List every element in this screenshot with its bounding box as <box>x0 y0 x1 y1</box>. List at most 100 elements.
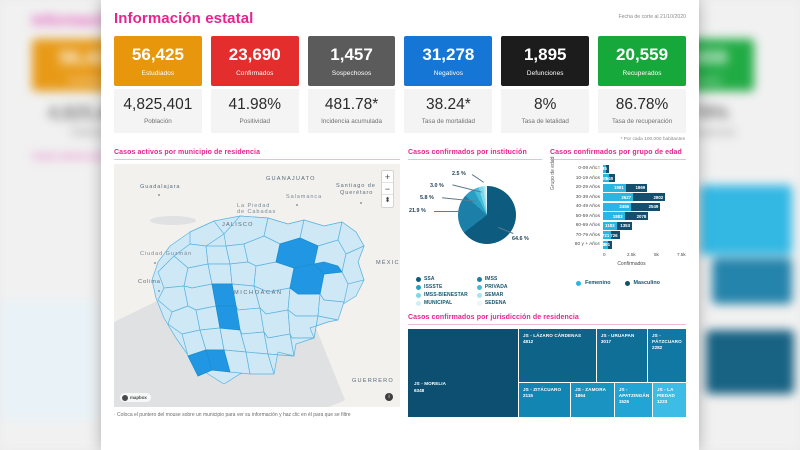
map-city-dot <box>154 262 156 264</box>
age-x-axis: 0 2.5k 5k 7.5k <box>603 252 686 260</box>
kpi-card-estudiados[interactable]: 56,425 Estudiados <box>114 36 202 86</box>
map-lake-chapala <box>150 216 196 225</box>
kpi-card-negativos[interactable]: 31,278 Negativos <box>404 36 493 86</box>
treemap-tile[interactable]: JS - URUAPAN 3017 <box>596 329 648 382</box>
mapbox-attribution[interactable]: mapbox <box>120 393 151 402</box>
bar-masculino[interactable]: 2549 <box>631 202 661 211</box>
treemap-tile[interactable]: JS - LA PIEDAD 1223 <box>652 382 686 417</box>
bar-femenino[interactable]: 398 <box>598 240 608 249</box>
map-zoom-controls[interactable]: + − ⬍ <box>381 170 394 208</box>
tile-value: 2282 <box>652 345 663 351</box>
kpi-card-recuperados[interactable]: 20,559 Recuperados <box>598 36 686 86</box>
kpi-label: Sospechosos <box>331 69 372 77</box>
bar-masculino[interactable]: 2802 <box>633 193 666 202</box>
compass-icon[interactable]: ⬍ <box>384 197 391 204</box>
legend-dot-icon <box>416 292 421 298</box>
bar-femenino[interactable]: 2455 <box>603 202 632 211</box>
bar-masculino[interactable]: 1869 <box>625 183 648 192</box>
bar-masculino[interactable]: 391 <box>603 240 613 249</box>
tile-label: JS - PÁTZCUARO <box>652 333 682 345</box>
jurisdiction-treemap[interactable]: JS - MORELIA 6348 JS - LÁZARO CÁRDENAS 48… <box>408 329 686 417</box>
age-bar-chart[interactable]: Grupo de edad 0-09 Años 208 225 10-19 Años 5… <box>550 157 686 276</box>
age-bar-row[interactable]: 20-29 Años 1991 1869 <box>565 183 686 193</box>
bar-masculino[interactable]: 726 <box>610 231 620 240</box>
zoom-out-icon[interactable]: − <box>382 183 393 195</box>
legend-item-imss-bienestar[interactable]: IMSS-BIENESTAR <box>416 292 468 298</box>
metric-label: Tasa de recuperación <box>611 118 673 126</box>
tile-value: 2115 <box>523 393 533 399</box>
legend-item-imss[interactable]: IMSS <box>476 276 508 282</box>
bar-masculino[interactable]: 1353 <box>616 221 633 230</box>
legend-dot-icon <box>476 276 482 282</box>
treemap-tile[interactable]: JS - LÁZARO CÁRDENAS 4812 <box>519 329 596 382</box>
map-hint-text: · Coloca el puntero del mouse sobre un m… <box>114 412 351 418</box>
legend-item-sedena[interactable]: SEDENA <box>476 300 508 306</box>
map-info-icon[interactable]: i <box>385 393 393 401</box>
metric-label: Población <box>144 118 172 126</box>
bar-femenino[interactable]: 520 <box>600 174 609 183</box>
metric-value: 86.78% <box>615 95 669 113</box>
metric-poblacion: 4,825,401 Población <box>114 89 202 133</box>
bar-masculino[interactable]: 2078 <box>624 212 649 221</box>
bar-value: 1883 <box>612 213 623 219</box>
metric-tasa-recuperacion: 86.78% Tasa de recuperación <box>598 89 686 133</box>
treemap-tile[interactable]: JS - ZITÁCUARO 2115 <box>519 382 571 417</box>
legend-dot-icon <box>476 284 482 290</box>
map-label: GUANAJUATO <box>266 176 316 182</box>
pie-section-title: Casos confirmados por institución <box>408 149 542 160</box>
kpi-card-sospechosos[interactable]: 1,457 Sospechosos <box>307 36 396 86</box>
age-bar-row[interactable]: 40-49 Años 2455 2549 <box>565 202 686 212</box>
metric-label: Positividad <box>239 118 270 126</box>
map-label: Santiago de <box>336 183 376 189</box>
cutoff-date: Fecha de corte al 21/10/2020 <box>618 14 687 20</box>
legend-item-municipal[interactable]: MUNICIPAL <box>416 300 468 306</box>
age-bar-row[interactable]: 50-59 Años 1883 2078 <box>565 212 686 222</box>
tile-label: JS - APATZINGÁN <box>618 386 650 399</box>
institution-pie-chart[interactable]: 2.5 % 3.0 % 5.8 % 21.9 % 64.6 % <box>408 164 542 274</box>
bar-femenino[interactable]: 2627 <box>603 193 634 202</box>
treemap-tile-morelia[interactable]: JS - MORELIA 6348 <box>408 329 518 417</box>
age-category-label: 60-69 Años <box>575 223 600 229</box>
pie-section: Casos confirmados por institución 2.5 % … <box>408 149 542 306</box>
tile-value: 4812 <box>523 339 534 345</box>
legend-item-semar[interactable]: SEMAR <box>476 292 508 298</box>
choropleth-map[interactable]: GUANAJUATO Guadalajara Santiago de Queré… <box>114 164 400 407</box>
bar-femenino[interactable]: 1183 <box>603 221 617 230</box>
legend-dot-icon <box>476 292 482 298</box>
age-category-label: 30-39 Años <box>575 194 600 200</box>
bar-femenino[interactable]: 208 <box>597 164 606 173</box>
bar-femenino[interactable]: 721 <box>602 231 612 240</box>
legend-item-privada[interactable]: PRIVADA <box>476 284 508 290</box>
age-bar-row[interactable]: 70-79 Años 721 726 <box>565 231 686 241</box>
zoom-in-icon[interactable]: + <box>382 171 393 183</box>
legend-item-ssa[interactable]: SSA <box>416 276 468 282</box>
kpi-card-confirmados[interactable]: 23,690 Confirmados <box>210 36 299 86</box>
treemap-tile[interactable]: JS - ZAMORA 1864 <box>571 382 614 417</box>
age-bar-row[interactable]: 60-69 Años 1183 1353 <box>565 221 686 231</box>
michoacan-municipalities[interactable] <box>128 188 386 400</box>
treemap-tile[interactable]: JS - APATZINGÁN 1525 <box>614 382 652 417</box>
pie-graphic[interactable] <box>458 186 516 244</box>
bar-masculino[interactable]: 540 <box>606 174 616 183</box>
bar-femenino[interactable]: 1991 <box>603 183 626 192</box>
metric-label: Tasa de letalidad <box>521 118 569 126</box>
age-bar-row[interactable]: 80 y + Años 398 391 <box>565 240 686 250</box>
age-bar-row[interactable]: 30-39 Años 2627 2802 <box>565 193 686 203</box>
tile-label: JS - LA PIEDAD <box>656 386 675 399</box>
age-bar-row[interactable]: 10-19 Años 520 540 <box>565 174 686 184</box>
kpi-label: Defunciones <box>526 69 564 77</box>
treemap-tile[interactable]: JS - PÁTZCUARO 2282 <box>648 329 686 382</box>
legend-label: SEDENA <box>484 300 507 306</box>
bar-femenino[interactable]: 1883 <box>603 212 625 221</box>
legend-item-femenino[interactable]: Femenino <box>576 280 611 286</box>
kpi-card-defunciones[interactable]: 1,895 Defunciones <box>501 36 590 86</box>
age-bar-row[interactable]: 0-09 Años 208 225 <box>565 164 686 174</box>
charts-column: Casos confirmados por institución 2.5 % … <box>408 149 686 418</box>
legend-item-masculino[interactable]: Masculino <box>624 280 660 286</box>
bar-value: 2078 <box>636 213 647 219</box>
footnote: * Por cada 100,000 habitantes <box>620 137 685 142</box>
legend-item-issste[interactable]: ISSSTE <box>416 284 468 290</box>
age-bar-pair: 398 391 <box>598 240 686 249</box>
kpi-value: 23,690 <box>228 44 281 64</box>
bar-masculino[interactable]: 225 <box>600 164 609 173</box>
